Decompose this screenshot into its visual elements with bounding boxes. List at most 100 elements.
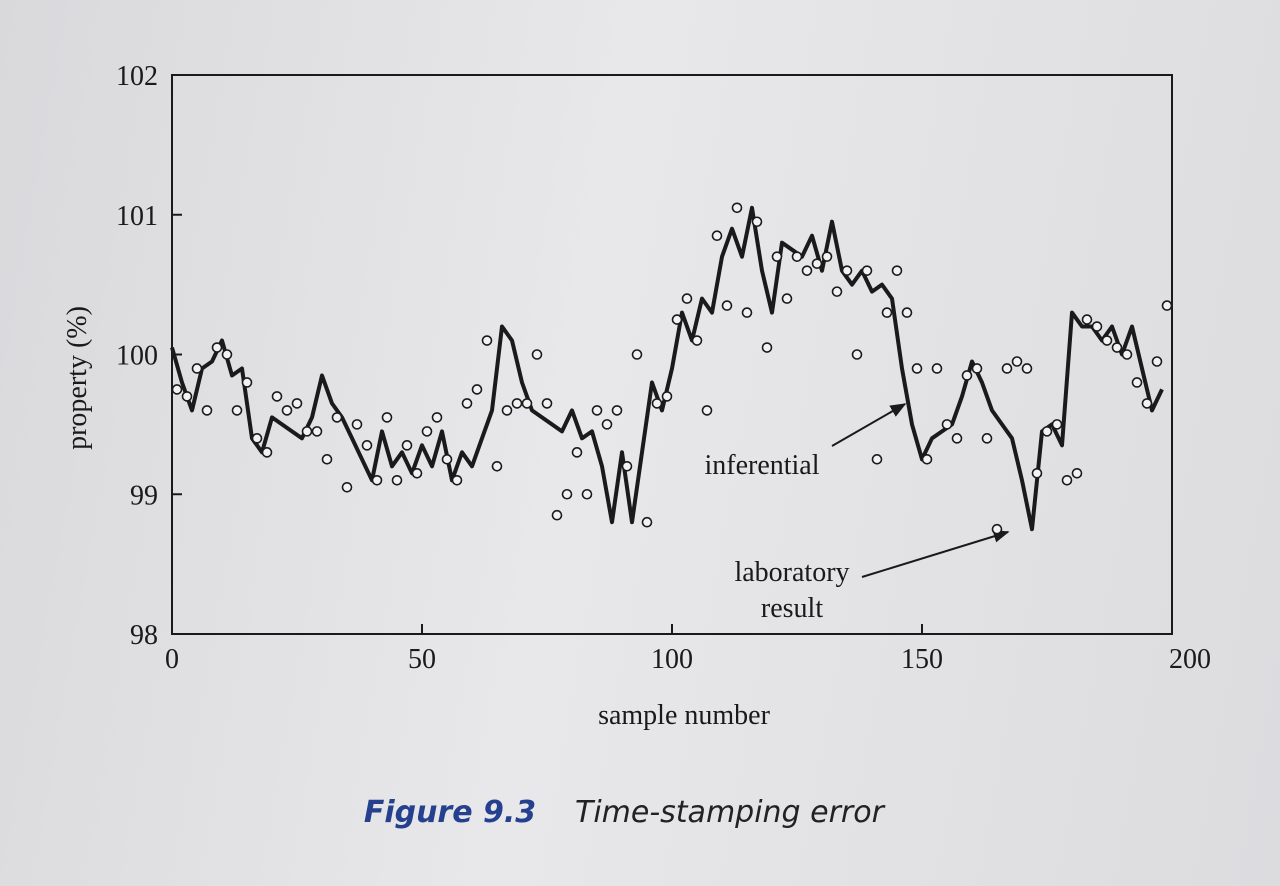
lab-point — [271, 391, 283, 402]
lab-point — [1071, 467, 1083, 479]
lab-point — [371, 474, 383, 486]
y-tick-label: 101 — [116, 201, 158, 232]
lab-point — [681, 293, 693, 304]
lab-point — [1081, 314, 1093, 325]
lab-point — [301, 426, 313, 437]
lab-point — [821, 251, 833, 262]
lab-point — [1151, 356, 1163, 367]
lab-point — [431, 412, 443, 423]
x-tick-label: 200 — [1169, 644, 1211, 675]
lab-point — [701, 405, 713, 416]
lab-point — [281, 405, 293, 416]
lab-point — [651, 398, 663, 409]
lab-point — [751, 216, 763, 228]
lab-point — [481, 335, 493, 346]
x-axis-label: sample number — [598, 700, 771, 731]
lab-point — [421, 426, 433, 437]
lab-point — [1131, 377, 1143, 388]
y-tick-label: 100 — [116, 341, 158, 372]
lab-point — [731, 202, 743, 214]
lab-point — [441, 454, 453, 465]
lab-point — [181, 391, 193, 402]
lab-point — [861, 265, 873, 276]
x-tick-label: 0 — [165, 644, 179, 675]
lab-point — [1111, 342, 1123, 353]
annotation-arrow — [831, 403, 907, 447]
lab-point — [1031, 467, 1043, 479]
lab-point — [511, 398, 523, 409]
annotation: result — [761, 593, 823, 624]
lab-point — [351, 419, 363, 430]
lab-point — [241, 377, 253, 388]
lab-point — [291, 398, 303, 409]
lab-point — [411, 467, 423, 479]
lab-point — [641, 516, 653, 528]
lab-point — [1011, 356, 1023, 367]
x-tick-label: 50 — [408, 644, 436, 675]
caption-text: Time-stamping error — [575, 795, 886, 830]
lab-point — [231, 405, 243, 416]
lab-point — [1091, 321, 1103, 332]
lab-point — [881, 307, 893, 318]
lab-point — [1141, 398, 1153, 409]
lab-point — [611, 405, 623, 416]
lab-point — [331, 412, 343, 423]
y-tick-label: 99 — [130, 480, 158, 511]
lab-point — [1041, 426, 1053, 437]
lab-point — [791, 251, 803, 262]
lab-point — [341, 481, 353, 493]
lab-point — [971, 363, 983, 374]
lab-point — [1001, 363, 1013, 374]
lab-point — [1061, 474, 1073, 486]
lab-point — [1121, 349, 1133, 360]
lab-point — [871, 454, 883, 465]
lab-point — [981, 433, 993, 444]
annotation: laboratory — [734, 557, 849, 588]
lab-point — [221, 349, 233, 360]
lab-point — [581, 488, 593, 500]
lab-point — [541, 398, 553, 409]
lab-point — [921, 454, 933, 465]
lab-point — [781, 293, 793, 304]
lab-point — [711, 230, 723, 242]
lab-point — [1161, 300, 1173, 311]
y-tick-label: 102 — [116, 61, 158, 92]
lab-point — [851, 349, 863, 360]
inferential-line — [170, 205, 1164, 532]
lab-point — [811, 258, 823, 269]
lab-point — [801, 265, 813, 276]
lab-point — [631, 349, 643, 360]
lab-point — [401, 440, 413, 451]
lab-point — [1021, 363, 1033, 374]
lab-point — [911, 363, 923, 374]
lab-point — [1051, 419, 1063, 430]
lab-point — [991, 523, 1003, 535]
lab-point — [521, 398, 533, 409]
lab-point — [381, 412, 393, 423]
lab-point — [261, 447, 273, 458]
caption-label: Figure 9.3 — [364, 795, 536, 830]
lab-point — [201, 405, 213, 416]
lab-point — [591, 405, 603, 416]
lab-point — [571, 447, 583, 458]
lab-point — [901, 307, 913, 318]
lab-point — [741, 307, 753, 318]
lab-point — [1101, 335, 1113, 346]
lab-point — [671, 314, 683, 325]
lab-point — [841, 265, 853, 276]
lab-point — [941, 419, 953, 430]
lab-point — [771, 251, 783, 262]
lab-point — [961, 370, 973, 381]
lab-point — [761, 342, 773, 353]
lab-point — [891, 265, 903, 276]
lab-point — [211, 342, 223, 353]
y-tick-label: 98 — [130, 620, 158, 651]
lab-point — [691, 335, 703, 346]
x-tick-label: 150 — [901, 644, 943, 675]
lab-point — [461, 398, 473, 409]
plot-frame — [171, 74, 1173, 635]
lab-point — [661, 391, 673, 402]
lab-point — [171, 384, 183, 395]
